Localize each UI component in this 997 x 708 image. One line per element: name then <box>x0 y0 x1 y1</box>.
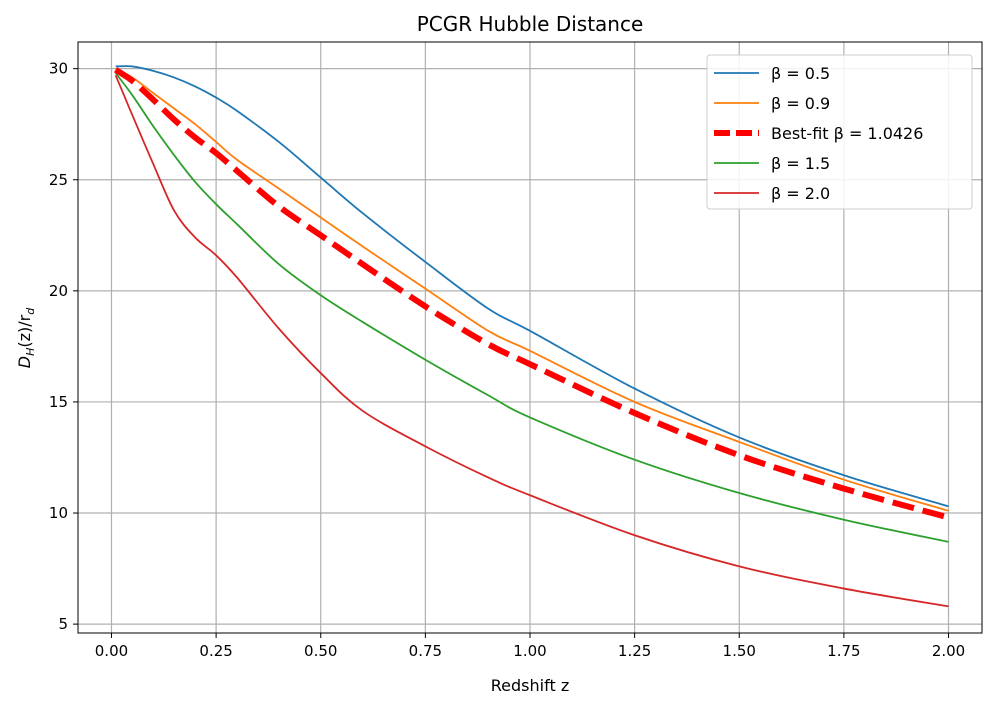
legend-label: β = 0.5 <box>771 64 830 83</box>
y-ticks: 5 10 15 20 25 30 <box>49 60 78 633</box>
y-tick-label: 5 <box>58 615 68 633</box>
legend-label: β = 2.0 <box>771 184 830 203</box>
series-line <box>115 67 949 512</box>
x-tick-label: 1.00 <box>513 642 546 660</box>
y-axis-label: DH(z)/rd <box>15 307 37 368</box>
x-tick-label: 1.50 <box>723 642 756 660</box>
y-tick-label: 30 <box>49 60 68 78</box>
x-tick-label: 0.50 <box>304 642 337 660</box>
x-tick-label: 0.75 <box>409 642 442 660</box>
series-line <box>114 67 950 521</box>
legend: β = 0.5 β = 0.9 Best-fit β = 1.0426 β = 1.5… <box>706 54 973 210</box>
x-ticks: 0.00 0.25 0.50 0.75 1.00 1.25 1.50 1.75 2.00 <box>95 633 965 660</box>
series-line <box>114 74 949 608</box>
y-tick-label: 25 <box>49 171 68 189</box>
x-tick-label: 2.00 <box>932 642 965 660</box>
legend-label: Best-fit β = 1.0426 <box>771 124 923 143</box>
series-layer <box>114 65 950 608</box>
x-tick-label: 1.75 <box>827 642 860 660</box>
x-tick-label: 0.00 <box>95 642 128 660</box>
x-axis-label: Redshift z <box>491 676 569 695</box>
x-tick-label: 0.25 <box>199 642 232 660</box>
legend-box <box>706 54 973 210</box>
y-tick-label: 15 <box>49 393 68 411</box>
y-tick-label: 20 <box>49 282 68 300</box>
x-tick-label: 1.25 <box>618 642 651 660</box>
y-tick-label: 10 <box>49 504 68 522</box>
series-line <box>115 65 949 508</box>
legend-label: β = 0.9 <box>771 94 830 113</box>
chart-title: PCGR Hubble Distance <box>417 12 644 36</box>
series-line <box>114 72 949 543</box>
legend-label: β = 1.5 <box>771 154 830 173</box>
